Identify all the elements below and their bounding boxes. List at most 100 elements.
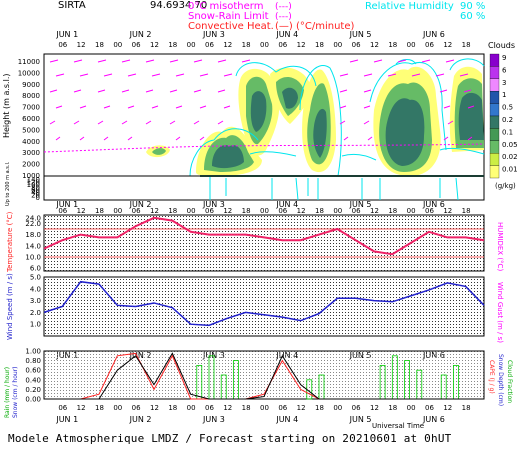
day-label: JUN 3 [202,415,225,424]
day-label: JUN 2 [129,200,152,209]
hour-label: 00 [407,404,416,412]
y-tick-label: 1000 [22,172,40,180]
hour-label: 18 [168,41,177,49]
y-tick-label: 20 [31,192,40,200]
day-label: JUN 1 [55,415,78,424]
y-tick-label: 5000 [22,126,40,134]
hour-label: 06 [425,41,434,49]
clouds-ylabel-low: Up to 200 m a.s.l. [5,161,11,206]
y-tick-label: 40 [31,189,40,197]
hour-label: 00 [260,41,269,49]
hour-label: 00 [260,207,269,215]
colorbar-swatch [489,153,500,166]
hour-label: 12 [150,404,159,412]
hour-label: 06 [352,41,361,49]
hour-label: 18 [95,207,104,215]
rain-ylabel: Rain (mm / hour) [4,367,11,418]
hour-label: 12 [370,404,379,412]
cape-ylabel: CAPE (J / g) [488,360,495,394]
y-tick-label: 1.00 [25,348,41,356]
hour-label: 06 [58,207,67,215]
y-tick-label: 120 [27,179,40,187]
mid-day-labels: JUN 1 JUN 2 JUN 3 JUN 4 JUN 5 JUN 6 [55,200,445,209]
hour-label: 12 [297,207,306,215]
snowdepth-ylabel: Snow Depth (cm) [497,354,504,406]
legend-isotherm: 0°C misotherm [188,1,263,12]
y-tick-label: 140 [27,176,40,184]
clouds-ylabel: Height (m a.s.l.) [2,74,11,139]
y-tick-label: 6000 [22,115,40,123]
legend-rh: Relative Humidity [365,1,454,12]
y-tick-label: 8000 [22,92,40,100]
y-tick-label: 0.00 [25,396,41,404]
hour-label: 06 [425,207,434,215]
y-tick-label: 1.0 [30,321,41,329]
legend-snowrain-sym: (---) [275,12,292,22]
day-label: JUN 6 [422,415,445,424]
hour-label: 06 [132,207,141,215]
day-label: JUN 6 [422,30,445,39]
y-tick-label: 80 [31,184,40,192]
day-label: JUN 3 [202,30,225,39]
hour-label: 18 [315,404,324,412]
y-tick-label: 60 [31,186,40,194]
hour-label: 00 [187,41,196,49]
hour-label: 00 [407,207,416,215]
colorbar-tick: 3 [502,79,506,87]
colorbar-swatch [489,165,500,179]
hour-label: 18 [388,404,397,412]
colorbar-tick: 0.02 [502,153,518,161]
y-tick-label: 6.0 [30,265,41,273]
colorbar-swatch [489,115,500,129]
colorbar-swatch [489,140,500,154]
cloud-y-ticks: 1100010000900080007000600050004000300020… [18,58,40,202]
y-tick-label: 18.0 [25,231,41,239]
snow-ylabel: Snow (cm / hour) [12,366,19,418]
y-tick-label: 9000 [22,81,40,89]
hour-label: 00 [113,404,122,412]
y-tick-label: 2.0 [30,309,41,317]
hour-label: 06 [278,41,287,49]
hour-label: 00 [333,404,342,412]
hour-label: 18 [388,41,397,49]
y-tick-label: 2000 [22,161,40,169]
hour-label: 12 [370,41,379,49]
day-label: JUN 4 [275,30,298,39]
day-label: JUN 2 [129,30,152,39]
hour-label: 12 [223,404,232,412]
legend-convective: Convective Heat. [188,21,274,32]
legend-isotherm-sym: (---) [275,2,292,12]
hour-label: 00 [187,404,196,412]
legend-snowrain: Snow-Rain Limit [188,11,269,22]
wind-ylabel-right: Wind Gust (m / s) [496,282,504,343]
bottom-hour-labels: 06 12 18 00 06 12 18 00 06 12 18 00 06 12 18 00 06 12 18 00… [58,404,470,412]
temp-y-ticks: 24.022.0 18.0 14.0 10.0 6.0 [25,214,41,272]
hour-label: 06 [278,207,287,215]
wind-ylabel: Wind Speed (m / s) [6,273,14,340]
day-label: JUN 3 [202,200,225,209]
y-tick-label: 14.0 [25,242,41,250]
hour-label: 12 [297,404,306,412]
colorbar-tick: 0.05 [502,141,518,149]
day-label: JUN 5 [349,415,372,424]
hour-label: 06 [278,404,287,412]
y-tick-label: 5.0 [30,274,41,282]
hour-label: 12 [443,41,452,49]
day-label: JUN 4 [275,415,298,424]
colorbar-tick: 0.5 [502,104,513,112]
y-tick-label: 3.0 [30,297,41,305]
hour-label: 06 [352,404,361,412]
y-tick-label: 10.0 [25,254,41,262]
rh-contours [189,58,485,201]
hour-label: 12 [223,207,232,215]
colorbar-tick: 1 [502,91,506,99]
y-tick-label: 100 [27,181,40,189]
day-label: JUN 1 [55,200,78,209]
hour-label: 18 [168,207,177,215]
hour-label: 12 [77,404,86,412]
colorbar-swatch [489,91,500,104]
hour-label: 06 [132,404,141,412]
colorbar-swatch [489,78,500,92]
y-tick-label: 0.80 [25,357,41,365]
hour-label: 06 [425,404,434,412]
